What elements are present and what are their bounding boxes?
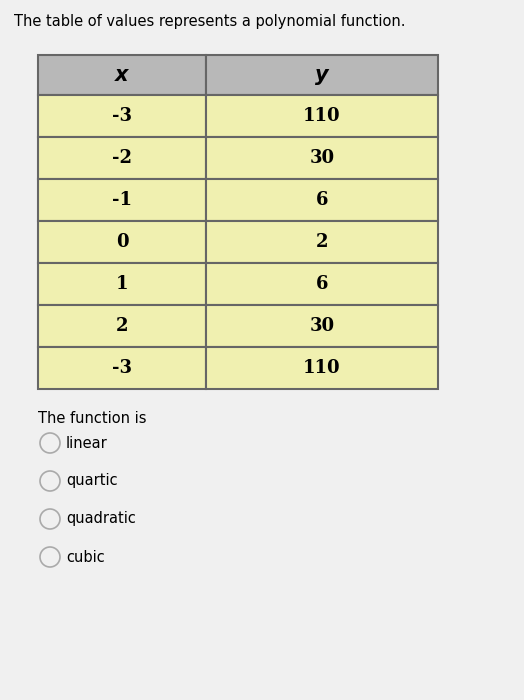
Bar	[38, 95, 206, 137]
Text: -3: -3	[112, 107, 132, 125]
Text: The table of values represents a polynomial function.: The table of values represents a polynom…	[14, 14, 406, 29]
Bar	[38, 179, 206, 221]
Bar	[206, 55, 438, 95]
Text: 6: 6	[316, 275, 328, 293]
Bar	[38, 137, 206, 179]
Text: quartic: quartic	[66, 473, 117, 489]
Text: 2: 2	[116, 317, 128, 335]
Bar	[206, 347, 438, 389]
Text: 6: 6	[316, 191, 328, 209]
Text: 30: 30	[310, 317, 334, 335]
Text: 30: 30	[310, 149, 334, 167]
Text: 110: 110	[303, 359, 341, 377]
Bar	[38, 263, 206, 305]
Text: -2: -2	[112, 149, 132, 167]
Text: 0: 0	[116, 233, 128, 251]
Bar	[206, 263, 438, 305]
Text: 2: 2	[316, 233, 328, 251]
Text: 1: 1	[116, 275, 128, 293]
Text: The function is: The function is	[38, 411, 147, 426]
Text: -1: -1	[112, 191, 132, 209]
Text: x: x	[115, 65, 129, 85]
Text: linear: linear	[66, 435, 108, 451]
Text: -3: -3	[112, 359, 132, 377]
Text: y: y	[315, 65, 329, 85]
Bar	[38, 221, 206, 263]
Bar	[38, 347, 206, 389]
Bar	[206, 179, 438, 221]
Bar	[206, 305, 438, 347]
Bar	[206, 221, 438, 263]
Bar	[206, 95, 438, 137]
Bar	[206, 137, 438, 179]
Text: cubic: cubic	[66, 550, 105, 564]
Text: quadratic: quadratic	[66, 512, 136, 526]
Bar	[38, 305, 206, 347]
Bar	[38, 55, 206, 95]
Text: 110: 110	[303, 107, 341, 125]
